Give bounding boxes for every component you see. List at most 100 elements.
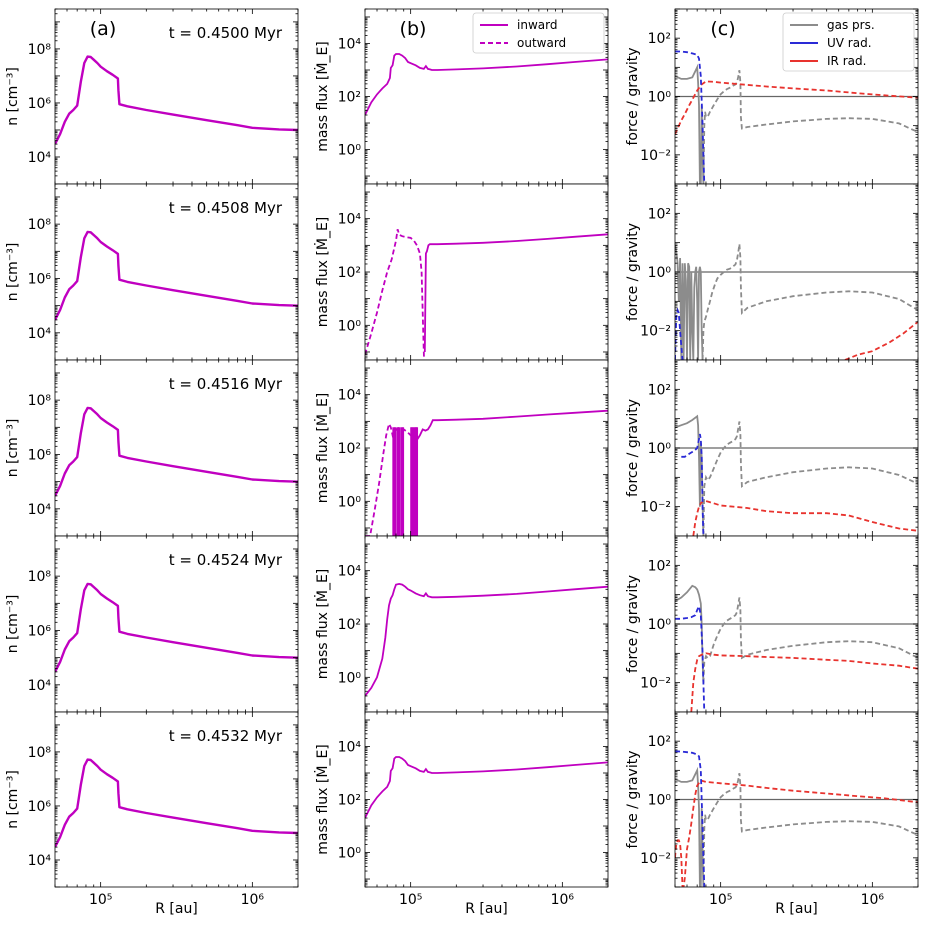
y-tick-label: 10⁴ [28, 678, 52, 694]
inward-flux-line [365, 582, 608, 697]
y-tick-label: 10⁸ [28, 393, 52, 409]
y-axis-label: force / gravity [625, 750, 641, 848]
y-axis-label: n [cm⁻³] [5, 595, 21, 654]
inward-flux-line [423, 233, 608, 353]
y-tick-label: 10⁶ [28, 623, 52, 639]
panel-force-2: 10⁻² 10⁰ 10² force / gravity [625, 183, 919, 361]
y-axis-label: force / gravity [625, 399, 641, 497]
density-line [55, 406, 298, 497]
y-tick-label: 10⁶ [28, 96, 52, 112]
x-axis-label: R [au] [775, 901, 818, 917]
panel-flux-2: 10⁰ 10² 10⁴ mass flux [Ṁ_E] [313, 183, 609, 361]
series-group [55, 55, 298, 145]
inward-flux-line [365, 53, 608, 116]
plot-area [365, 712, 608, 887]
outward-flux-line [365, 421, 418, 536]
series-group [675, 50, 918, 184]
y-tick-label: 10⁻² [640, 851, 671, 867]
y-tick-label: 10² [648, 206, 671, 222]
density-line [55, 758, 298, 848]
legend-c [782, 12, 915, 72]
panel-flux-3: 10⁰ 10² 10⁴ mass flux [Ṁ_E] [313, 359, 609, 537]
x-tick-label: 10⁵ [709, 892, 732, 908]
y-tick-label: 10⁰ [338, 494, 362, 510]
y-axis-label: mass flux [Ṁ_E] [313, 569, 331, 680]
plot-area [55, 9, 298, 184]
time-label: t = 0.4508 Myr [169, 199, 283, 217]
series-group [55, 230, 298, 321]
y-tick-label: 10² [338, 793, 361, 809]
y-tick-label: 10² [338, 441, 361, 457]
uv-radiation-line [681, 433, 705, 536]
column-label: (b) [400, 18, 427, 40]
ir-radiation-line [690, 652, 918, 712]
y-tick-label: 10⁴ [28, 502, 52, 518]
gas-pressure-dashed-line [702, 421, 918, 536]
y-tick-label: 10⁶ [28, 799, 52, 815]
y-tick-label: 10⁰ [648, 90, 672, 106]
gas-pressure-dashed-line [701, 243, 918, 360]
panel-force-3: 10⁻² 10⁰ 10² force / gravity [625, 359, 919, 537]
panel-density-2: 10⁴ 10⁶ 10⁸ n [cm⁻³] t = 0.4508 Myr [5, 183, 299, 361]
x-tick-label: 10⁶ [861, 892, 885, 908]
y-tick-label: 10² [648, 31, 671, 47]
y-tick-label: 10² [338, 265, 361, 281]
y-tick-label: 10⁸ [28, 569, 52, 585]
series-group [55, 758, 298, 848]
series-group [365, 756, 608, 819]
y-tick-label: 10² [648, 382, 671, 398]
panel-density-3: 10⁴ 10⁶ 10⁸ n [cm⁻³] t = 0.4516 Myr [5, 359, 299, 537]
time-label: t = 0.4500 Myr [169, 24, 283, 42]
y-axis-label: n [cm⁻³] [5, 67, 21, 126]
y-tick-label: 10⁰ [338, 318, 362, 334]
plot-area [55, 712, 298, 887]
y-tick-label: 10⁻² [640, 324, 671, 340]
y-tick-label: 10⁴ [28, 326, 52, 342]
column-label: (a) [90, 18, 116, 40]
panel-force-4: 10⁻² 10⁰ 10² force / gravity [625, 535, 919, 713]
ir-radiation-line [692, 499, 918, 536]
panel-flux-4: 10⁰ 10² 10⁴ mass flux [Ṁ_E] [313, 535, 609, 713]
y-tick-label: 10⁶ [28, 447, 52, 463]
density-line [55, 230, 298, 321]
y-axis-label: mass flux [Ṁ_E] [313, 744, 331, 855]
panel-force-5: 10⁵ 10⁶ 10⁻² 10⁰ 10² force / gravity [625, 711, 919, 908]
legend-label: IR rad. [827, 54, 866, 68]
series-group [55, 582, 298, 673]
y-tick-label: 10⁶ [28, 271, 52, 287]
legend-label: UV rad. [827, 36, 872, 50]
y-tick-label: 10⁰ [338, 846, 362, 862]
series-group [675, 584, 918, 712]
plot-area [365, 360, 608, 536]
density-line [55, 55, 298, 145]
x-tick-label: 10⁶ [241, 892, 265, 908]
column-label: (c) [710, 18, 735, 40]
y-tick-label: 10⁸ [28, 217, 52, 233]
x-tick-label: 10⁵ [89, 892, 112, 908]
ir-radiation-line [675, 779, 918, 887]
series-group [675, 750, 918, 887]
y-tick-label: 10⁰ [338, 670, 362, 686]
uv-radiation-line [675, 50, 706, 184]
density-line [55, 582, 298, 673]
legend-label: gas prs. [827, 18, 875, 32]
panel-density-5: 10⁵ 10⁶ 10⁴ 10⁶ 10⁸ n [cm⁻³] t = 0.4532 Myr [5, 711, 299, 908]
x-tick-label: 10⁵ [399, 892, 422, 908]
series-group [675, 414, 918, 536]
y-axis-label: force / gravity [625, 47, 641, 145]
uv-radiation-line [675, 750, 706, 887]
plot-area [365, 536, 608, 712]
y-tick-label: 10⁴ [338, 36, 362, 52]
y-tick-label: 10⁰ [648, 441, 672, 457]
y-tick-label: 10⁰ [648, 617, 672, 633]
x-tick-label: 10⁶ [551, 892, 575, 908]
gas-pressure-dashed-line [702, 597, 918, 683]
y-axis-label: force / gravity [625, 575, 641, 673]
x-axis-label: R [au] [465, 901, 508, 917]
legend-label: inward [517, 18, 557, 32]
outward-flux-line [365, 229, 425, 360]
y-tick-label: 10⁴ [338, 739, 362, 755]
y-tick-label: 10² [338, 90, 361, 106]
y-tick-label: 10⁰ [648, 793, 672, 809]
